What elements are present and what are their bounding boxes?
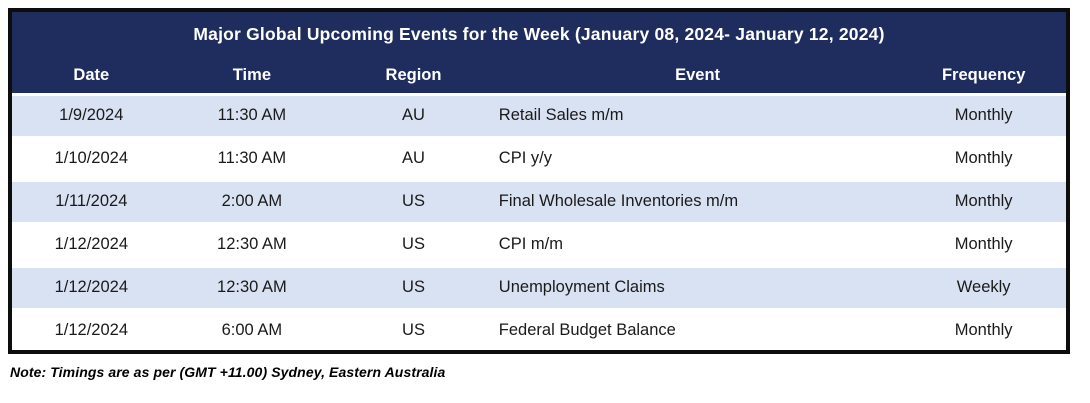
- column-header-frequency: Frequency: [901, 56, 1068, 94]
- table-row: 1/9/2024 11:30 AM AU Retail Sales m/m Mo…: [10, 92, 1068, 137]
- cell-time: 12:30 AM: [170, 221, 334, 266]
- cell-event: Unemployment Claims: [493, 264, 902, 309]
- cell-date: 1/12/2024: [10, 221, 171, 266]
- cell-frequency: Monthly: [901, 221, 1068, 266]
- column-header-date: Date: [10, 56, 171, 94]
- cell-event: Retail Sales m/m: [493, 92, 902, 137]
- cell-date: 1/9/2024: [10, 92, 171, 137]
- table-row: 1/12/2024 12:30 AM US Unemployment Claim…: [10, 264, 1068, 309]
- cell-date: 1/10/2024: [10, 135, 171, 180]
- cell-event: CPI y/y: [493, 135, 902, 180]
- cell-region: US: [333, 307, 494, 352]
- cell-event: Federal Budget Balance: [493, 307, 902, 352]
- cell-frequency: Monthly: [901, 307, 1068, 352]
- cell-time: 11:30 AM: [170, 92, 334, 137]
- cell-region: AU: [333, 92, 494, 137]
- cell-region: US: [333, 264, 494, 309]
- timezone-note: Note: Timings are as per (GMT +11.00) Sy…: [10, 364, 446, 380]
- cell-time: 12:30 AM: [170, 264, 334, 309]
- column-header-time: Time: [170, 56, 334, 94]
- cell-region: US: [333, 178, 494, 223]
- cell-frequency: Monthly: [901, 178, 1068, 223]
- table-row: 1/12/2024 6:00 AM US Federal Budget Bala…: [10, 307, 1068, 352]
- cell-date: 1/12/2024: [10, 264, 171, 309]
- cell-region: AU: [333, 135, 494, 180]
- cell-frequency: Weekly: [901, 264, 1068, 309]
- cell-event: Final Wholesale Inventories m/m: [493, 178, 902, 223]
- cell-frequency: Monthly: [901, 92, 1068, 137]
- table-row: 1/12/2024 12:30 AM US CPI m/m Monthly: [10, 221, 1068, 266]
- cell-region: US: [333, 221, 494, 266]
- column-header-event: Event: [493, 56, 902, 94]
- cell-date: 1/12/2024: [10, 307, 171, 352]
- events-table: Major Global Upcoming Events for the Wee…: [8, 8, 1070, 354]
- cell-date: 1/11/2024: [10, 178, 171, 223]
- cell-event: CPI m/m: [493, 221, 902, 266]
- cell-time: 6:00 AM: [170, 307, 334, 352]
- table-row: 1/10/2024 11:30 AM AU CPI y/y Monthly: [10, 135, 1068, 180]
- cell-time: 2:00 AM: [170, 178, 334, 223]
- table-header-row: Date Time Region Event Frequency: [10, 56, 1068, 94]
- table-row: 1/11/2024 2:00 AM US Final Wholesale Inv…: [10, 178, 1068, 223]
- cell-time: 11:30 AM: [170, 135, 334, 180]
- table-title-row: Major Global Upcoming Events for the Wee…: [10, 10, 1068, 56]
- table-title: Major Global Upcoming Events for the Wee…: [10, 10, 1068, 56]
- cell-frequency: Monthly: [901, 135, 1068, 180]
- column-header-region: Region: [333, 56, 494, 94]
